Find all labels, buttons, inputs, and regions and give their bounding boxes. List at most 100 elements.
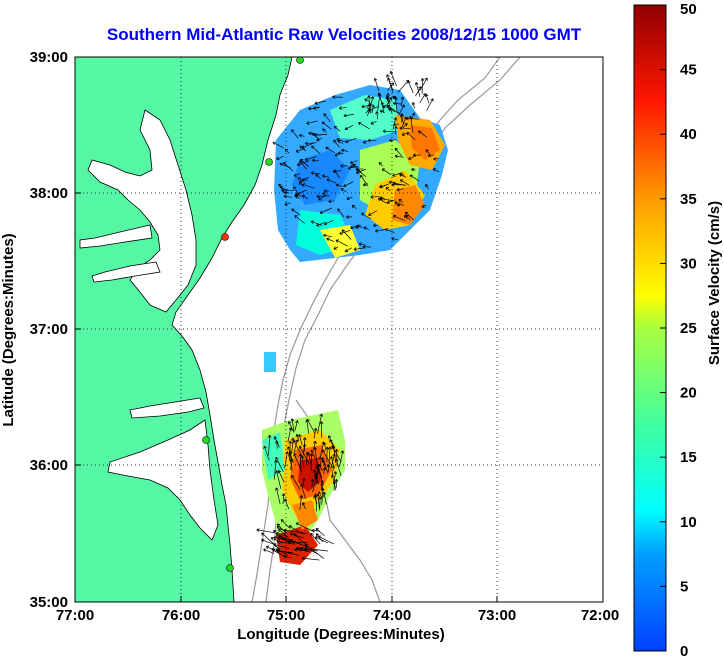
velocity-vector (332, 95, 343, 99)
x-tick-labels: 77:00 76:00 75:00 74:00 73:00 72:00 (56, 607, 619, 624)
y-axis-label: Latitude (Degrees:Minutes) (0, 233, 17, 426)
colorbar-tick-label: 15 (680, 449, 697, 466)
y-tick-label: 39:00 (30, 49, 68, 66)
velocity-vector (371, 104, 375, 114)
velocity-vector (281, 493, 286, 505)
velocity-vector (313, 427, 318, 439)
velocity-vector (394, 201, 399, 207)
velocity-vector (398, 104, 405, 116)
velocity-vector (309, 547, 328, 552)
velocity-vector (323, 220, 334, 226)
velocity-vector (424, 93, 430, 104)
velocity-vector (421, 204, 427, 208)
colorbar-tick-label: 50 (680, 1, 697, 18)
velocity-vector (293, 439, 303, 458)
velocity-vector (322, 449, 333, 467)
velocity-vector (392, 173, 400, 177)
velocity-vector (392, 117, 398, 130)
velocity-vector (397, 79, 410, 93)
velocity-vector (316, 137, 322, 142)
velocity-vector (302, 556, 320, 561)
velocity-vector (287, 427, 293, 443)
velocity-vector (263, 548, 275, 554)
velocity-vector (337, 208, 345, 218)
velocity-vector (330, 456, 334, 467)
velocity-vector (317, 468, 323, 478)
velocity-vector (299, 145, 307, 152)
velocity-vector (433, 157, 439, 161)
velocity-vector (283, 554, 292, 559)
velocity-vector (333, 139, 340, 148)
velocity-vector (278, 528, 289, 539)
velocity-vector (333, 471, 338, 485)
velocity-vector (351, 204, 357, 210)
velocity-vector (325, 146, 336, 154)
velocity-vector (386, 97, 392, 106)
velocity-vector (315, 533, 324, 543)
velocity-vector (313, 495, 318, 504)
velocity-vector (392, 214, 406, 222)
velocity-vector (310, 171, 321, 175)
velocity-vector (291, 208, 301, 216)
velocity-vector (346, 196, 353, 201)
velocity-vector (273, 535, 293, 541)
velocity-vector (427, 153, 435, 158)
velocity-vector (419, 77, 428, 92)
velocity-vector (312, 158, 319, 163)
colorbar-tick-label: 5 (680, 578, 688, 595)
velocity-vector (346, 215, 353, 219)
velocity-vector (398, 199, 404, 203)
velocity-vector (335, 183, 343, 188)
velocity-vector (343, 113, 354, 118)
y-tick-labels: 39:00 38:00 37:00 36:00 35:00 (30, 49, 68, 611)
chesapeake-bay (87, 109, 197, 313)
velocity-vector (338, 106, 347, 110)
velocity-vector (277, 470, 285, 483)
velocity-vector (317, 413, 323, 435)
velocity-vector (392, 101, 403, 106)
velocity-vector (256, 528, 275, 534)
velocity-vector (279, 162, 291, 169)
albemarle-sound (129, 397, 205, 419)
velocity-vector (322, 491, 327, 505)
velocity-vector (331, 465, 336, 476)
velocity-vector (263, 445, 270, 461)
velocity-vector (335, 239, 348, 247)
velocity-vector (355, 168, 366, 174)
velocity-vector (325, 446, 330, 462)
velocity-vector (310, 533, 321, 545)
velocity-vector (321, 174, 330, 179)
velocity-vector (290, 418, 295, 433)
velocity-vector (316, 194, 330, 199)
velocity-vector (297, 177, 303, 181)
velocity-vector (301, 502, 306, 510)
x-tick-label: 75:00 (267, 607, 305, 624)
velocity-vector (287, 421, 294, 432)
velocity-vector (293, 453, 302, 471)
velocity-vectors (256, 70, 440, 561)
velocity-vector (334, 479, 339, 488)
velocity-vector (314, 100, 326, 105)
velocity-vector (425, 149, 431, 156)
velocity-vector (333, 246, 339, 250)
velocity-vector (389, 138, 396, 143)
velocity-vector (294, 420, 299, 431)
x-tick-label: 74:00 (373, 607, 411, 624)
velocity-vector (397, 202, 405, 207)
radar-station-marker (226, 564, 234, 572)
velocity-vector (272, 141, 284, 149)
x-axis-label: Longitude (Degrees:Minutes) (237, 626, 445, 643)
velocity-vector (347, 165, 358, 170)
velocity-vector (273, 459, 278, 480)
velocity-vector (302, 443, 307, 452)
pamlico-sound (107, 419, 219, 541)
radar-stations (202, 57, 304, 572)
velocity-vector (295, 522, 315, 533)
velocity-vector (293, 533, 307, 546)
velocity-vector (323, 113, 331, 123)
velocity-vector (288, 525, 303, 535)
velocity-vector (355, 167, 364, 171)
velocity-vector (291, 437, 295, 455)
velocity-vector (283, 498, 290, 510)
velocity-vector (320, 480, 324, 492)
